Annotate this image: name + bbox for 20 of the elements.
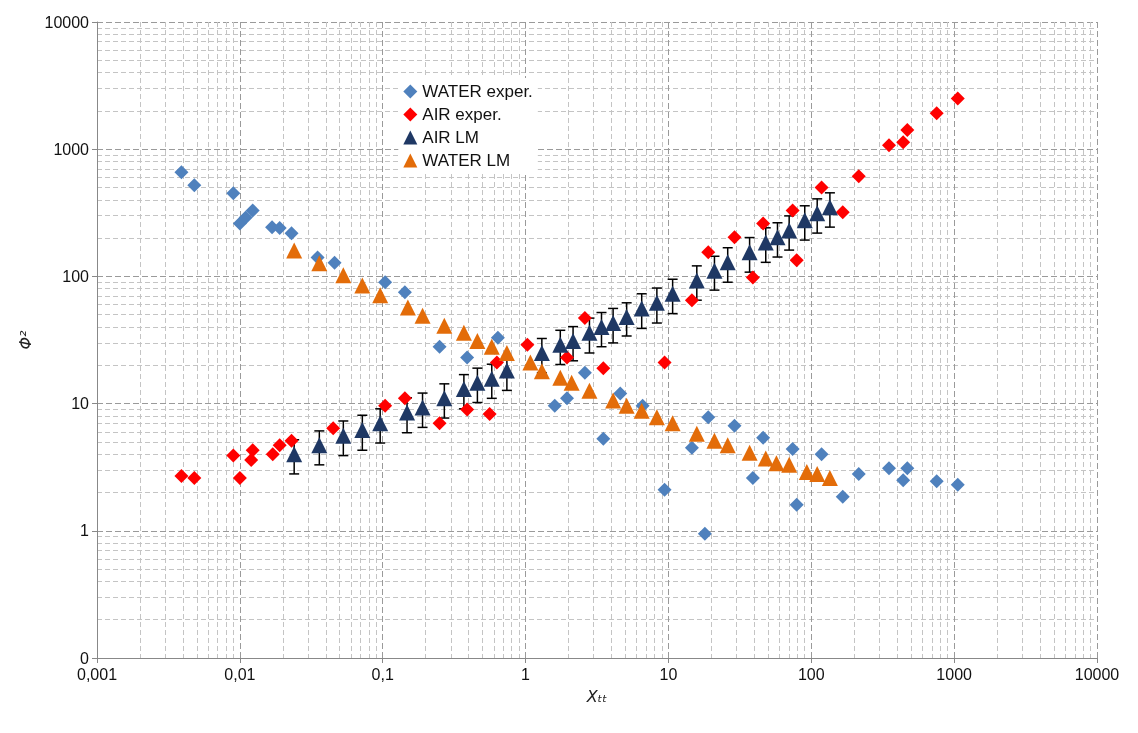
y-tick-label: 1000 [53,140,90,158]
legend-label: WATER exper. [422,82,533,101]
y-tick-label: 10000 [44,13,90,31]
y-tick-label: 10 [71,395,90,413]
x-tick-label: 0,01 [224,665,256,683]
y-tick-label: 1 [80,522,90,540]
legend-label: AIR LM [422,128,479,147]
x-tick-label: 0,1 [371,665,394,683]
x-axis-title: Xₜₜ [585,686,608,706]
y-tick-label: 100 [62,267,90,285]
legend-label: WATER LM [422,151,511,170]
x-tick-label: 1000 [936,665,973,683]
y-axis-title: Φ² [16,329,36,350]
x-tick-label: 100 [797,665,825,683]
y-tick-label: 0 [80,649,90,667]
x-tick-label: 10 [659,665,678,683]
x-tick-label: 1 [521,665,531,683]
x-tick-label: 10000 [1074,665,1120,683]
legend-label: AIR exper. [422,105,502,124]
x-tick-label: 0,001 [76,665,118,683]
